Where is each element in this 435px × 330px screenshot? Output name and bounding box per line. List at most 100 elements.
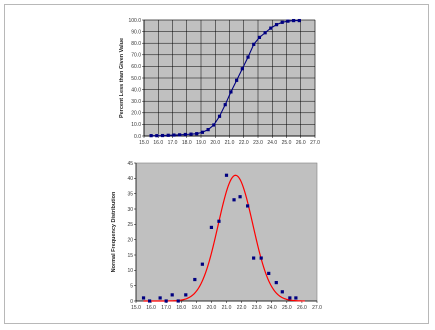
x-tick-label: 27.0 (312, 305, 322, 311)
x-tick-label: 20.0 (210, 140, 220, 146)
y-tick-label: 15 (127, 253, 133, 259)
y-tick-label: 25 (127, 222, 133, 228)
data-point (274, 281, 278, 285)
y-tick-label: 5 (130, 283, 133, 289)
data-point (147, 299, 152, 303)
y-axis-title: Percent Less than Given Value (119, 38, 125, 118)
x-tick-label: 22.0 (237, 305, 247, 311)
x-tick-label: 21.0 (222, 305, 232, 311)
data-point (195, 132, 199, 136)
x-tick-label: 27.0 (310, 140, 320, 146)
plot-area (135, 162, 318, 302)
chart-2: 15.0 16.0 17.0 18.0 19.0 20.0 21.0 22.0 23.0 24.0… (111, 161, 322, 311)
y-tick-label: 30 (127, 207, 133, 213)
x-tick-label: 16.0 (153, 140, 163, 146)
data-point (223, 103, 227, 107)
x-tick-label: 21.0 (225, 140, 235, 146)
data-point (160, 133, 165, 138)
data-point (164, 299, 168, 303)
data-point (232, 198, 236, 202)
x-tick-label: 19.0 (191, 305, 201, 311)
data-point (189, 132, 193, 136)
y-tick-label: 50.0 (131, 76, 141, 82)
x-tick-label: 16.0 (146, 305, 156, 311)
x-tick-label: 25.0 (282, 140, 292, 146)
x-tick-label: 23.0 (253, 140, 263, 146)
y-tick-label: 60.0 (131, 64, 141, 70)
data-point (240, 67, 244, 71)
data-point (246, 55, 250, 59)
x-tick-label: 23.0 (252, 305, 262, 311)
x-tick-label: 24.0 (267, 140, 277, 146)
data-point (292, 18, 296, 23)
chart-1: 15.0 16.0 17.0 18.0 19.0 20.0 21.0 22.0 23.0 24.0… (119, 18, 320, 146)
x-tick-label: 26.0 (296, 140, 306, 146)
y-tick-label: 0.0 (134, 134, 141, 140)
data-point (252, 256, 256, 260)
x-tick-label: 19.0 (196, 140, 206, 146)
data-point (184, 293, 188, 297)
data-point (269, 26, 273, 30)
data-point (235, 78, 239, 82)
data-point (178, 133, 182, 137)
y-tick-label: 0 (130, 299, 133, 305)
x-tick-label: 18.0 (176, 305, 186, 311)
data-point (200, 130, 205, 134)
data-point (209, 225, 214, 229)
y-tick-label: 40 (127, 176, 133, 182)
data-point (286, 19, 290, 23)
data-point (176, 299, 180, 303)
y-tick-label: 35 (127, 191, 133, 197)
data-point (252, 42, 256, 46)
data-point (155, 134, 159, 138)
charts-canvas: 15.0 16.0 17.0 18.0 19.0 20.0 21.0 22.0 23.0 24.0… (111, 18, 322, 311)
y-tick-label: 100.0 (128, 18, 141, 24)
x-tick-label: 26.0 (297, 305, 307, 311)
data-point (280, 20, 284, 24)
data-point (212, 123, 216, 127)
y-tick-label: 20 (127, 237, 133, 243)
data-point (200, 262, 204, 266)
y-tick-label: 10 (127, 268, 133, 274)
data-point (267, 271, 271, 275)
data-point (166, 133, 170, 137)
data-point (294, 296, 298, 300)
x-tick-label: 20.0 (207, 305, 217, 311)
data-point (288, 296, 292, 300)
x-tick-label: 17.0 (161, 305, 171, 311)
data-point (183, 132, 187, 137)
data-point (280, 290, 284, 294)
y-tick-label: 90.0 (131, 29, 141, 35)
data-point (274, 23, 279, 27)
data-point (170, 293, 174, 297)
data-point (193, 277, 197, 282)
y-tick-label: 45 (127, 161, 133, 167)
y-axis-title: Normal Frequency Distribution (111, 191, 117, 272)
data-point (217, 219, 221, 223)
data-point (217, 114, 222, 118)
normal-curve-line (143, 174, 305, 302)
chart-frame: 15.0 16.0 17.0 18.0 19.0 20.0 21.0 22.0 23.0 24.0… (4, 4, 429, 324)
x-tick-label: 22.0 (239, 140, 249, 146)
y-tick-label: 30.0 (131, 99, 141, 105)
data-point (206, 128, 210, 132)
data-point (224, 173, 229, 177)
data-point (141, 296, 146, 300)
data-point (297, 18, 301, 23)
data-point (259, 256, 263, 260)
x-tick-label: 15.0 (131, 305, 141, 311)
y-tick-label: 80.0 (131, 41, 141, 47)
data-point (172, 133, 176, 137)
y-tick-label: 10.0 (131, 122, 141, 128)
x-tick-label: 18.0 (182, 140, 192, 146)
data-point (246, 204, 250, 208)
data-point (263, 31, 267, 35)
x-tick-label: 25.0 (282, 305, 292, 311)
y-tick-label: 70.0 (131, 53, 141, 59)
data-point (158, 296, 162, 300)
y-tick-label: 20.0 (131, 111, 141, 117)
x-tick-label: 17.0 (168, 140, 178, 146)
data-point (257, 35, 262, 39)
x-tick-label: 15.0 (139, 140, 149, 146)
data-point (229, 90, 233, 94)
